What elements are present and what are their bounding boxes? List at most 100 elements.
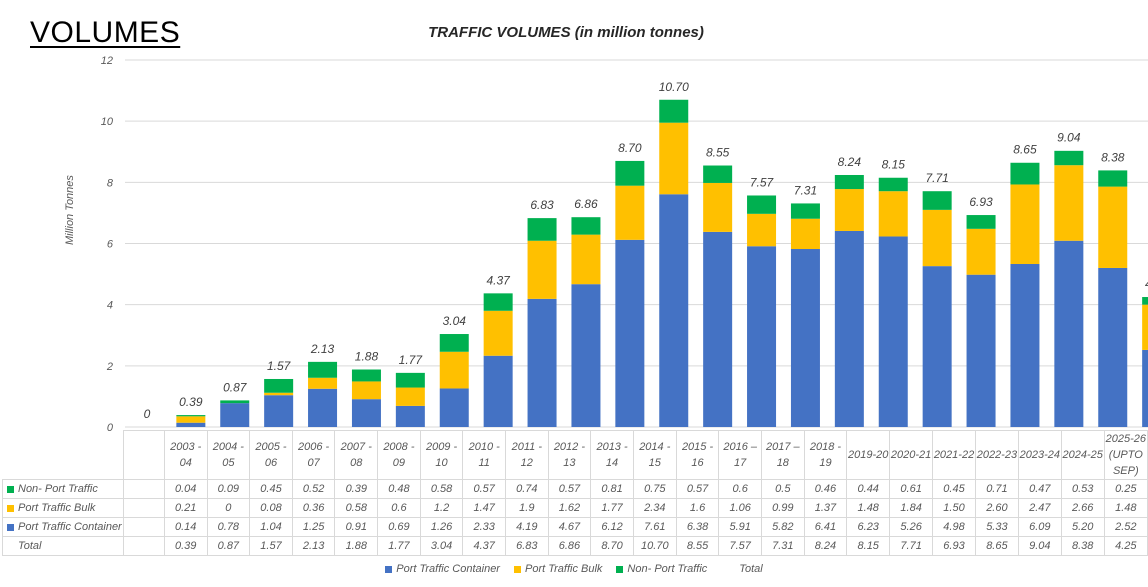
x-category-label: 2006 - 07: [291, 430, 336, 480]
table-cell: 2.52: [1103, 517, 1148, 537]
x-category-label: 2008 - 09: [377, 430, 421, 480]
legend-label: Total: [739, 563, 763, 575]
table-cell: 2.60: [974, 498, 1019, 518]
table-cell: 0.21: [163, 498, 208, 518]
bar-non-port-traffic-5: [351, 369, 381, 382]
y-tick-label: 12: [101, 55, 113, 67]
x-category-label: 2022-23: [974, 430, 1019, 480]
bar-port-traffic-bulk-10: [571, 234, 601, 285]
table-cell: 0.08: [249, 498, 293, 518]
bar-port-traffic-bulk-17: [878, 191, 908, 237]
y-tick-label: 0: [107, 422, 114, 434]
table-cell: 1.04: [249, 517, 293, 537]
table-cell: 7.71: [889, 536, 934, 556]
table-cell: 1.6: [675, 498, 720, 518]
x-category-label: 2018 - 19: [803, 430, 848, 480]
table-cell: 0.04: [163, 479, 208, 499]
bar-port-traffic-container-10: [571, 284, 601, 427]
legend-swatch: [7, 504, 14, 512]
bar-port-traffic-container-20: [1010, 263, 1040, 427]
table-cell: 2.33: [462, 517, 507, 537]
bar-port-traffic-bulk-6: [395, 387, 425, 406]
table-cell: 0.75: [632, 479, 677, 499]
x-category-label: 2019-20: [846, 430, 891, 480]
table-cell: 1.50: [932, 498, 976, 518]
bar-non-port-traffic-3: [264, 378, 294, 393]
bar-non-port-traffic-17: [878, 177, 908, 192]
table-cell: 0.57: [547, 479, 592, 499]
bar-non-port-traffic-20: [1010, 162, 1040, 185]
table-cell: 1.9: [505, 498, 549, 518]
y-tick-label: 8: [107, 177, 114, 189]
table-cell: 1.06: [718, 498, 762, 518]
y-tick-label: 4: [107, 300, 113, 312]
bar-non-port-traffic-4: [308, 361, 338, 378]
bar-port-traffic-container-5: [351, 399, 381, 427]
table-cell: 0.52: [291, 479, 336, 499]
bar-port-traffic-container-15: [790, 249, 820, 427]
bar-non-port-traffic-1: [176, 415, 206, 417]
x-category-label: 2024-25: [1060, 430, 1105, 480]
table-cell: 0.14: [163, 517, 208, 537]
bar-port-traffic-container-6: [395, 405, 425, 427]
bar-port-traffic-bulk-12: [659, 122, 689, 195]
total-data-label: 8.70: [618, 141, 642, 155]
table-row: Total 0.39 0.87 1.57 2.13 1.88 1.77 3.04 4.37 6.8…: [2, 536, 1148, 556]
table-cell: 0.44: [846, 479, 891, 499]
table-cell: 0.6: [718, 479, 762, 499]
table-cell: 0.74: [505, 479, 549, 499]
total-data-label: 9.04: [1057, 131, 1081, 145]
table-cell: 4.37: [462, 536, 507, 556]
table-cell: 5.33: [974, 517, 1019, 537]
chart-title: TRAFFIC VOLUMES (in million tonnes): [0, 24, 1148, 41]
table-cell: 0.46: [803, 479, 848, 499]
table-cell: 8.55: [675, 536, 720, 556]
bar-port-traffic-container-7: [439, 388, 469, 427]
table-cell: 1.37: [803, 498, 848, 518]
bar-port-traffic-container-11: [615, 239, 645, 427]
table-cell: 2.34: [632, 498, 677, 518]
legend-item: Port Traffic Container: [385, 563, 500, 575]
legend-label: Port Traffic Container: [396, 563, 500, 575]
table-cell: 2.66: [1060, 498, 1105, 518]
table-cell: 1.84: [889, 498, 934, 518]
table-cell: [122, 536, 165, 556]
total-data-label: 1.77: [399, 353, 424, 367]
table-row: Port Traffic Bulk 0.21 0 0.08 0.36 0.58 0.6 1.2…: [2, 498, 1148, 518]
legend-item: Port Traffic Bulk: [513, 563, 602, 575]
row-label: Non- Port Traffic: [2, 479, 124, 499]
table-cell: 1.88: [334, 536, 379, 556]
table-cell: 0.61: [889, 479, 934, 499]
bar-non-port-traffic-7: [439, 334, 469, 352]
x-category-label: 2011 - 12: [505, 430, 549, 480]
bar-port-traffic-container-9: [527, 298, 557, 427]
table-cell: 6.38: [675, 517, 720, 537]
bar-non-port-traffic-13: [703, 165, 733, 183]
table-cell: 0.58: [334, 498, 379, 518]
table-cell: 0.87: [206, 536, 251, 556]
table-cell: 0.5: [761, 479, 805, 499]
table-cell: 0.57: [462, 479, 507, 499]
bar-port-traffic-bulk-18: [922, 209, 952, 267]
table-cell: 1.48: [846, 498, 891, 518]
table-cell: 0.91: [334, 517, 379, 537]
total-data-label: 6.86: [574, 197, 598, 211]
bar-port-traffic-bulk-11: [615, 185, 645, 240]
table-cell: 0.48: [377, 479, 421, 499]
bar-port-traffic-bulk-22: [1098, 186, 1128, 268]
x-category-label: 2023-24: [1017, 430, 1062, 480]
bar-non-port-traffic-11: [615, 160, 645, 186]
bar-port-traffic-bulk-9: [527, 240, 557, 299]
x-category-label: [122, 430, 165, 480]
x-category-label: 2014 - 15: [632, 430, 677, 480]
row-label-text: Non- Port Traffic: [18, 483, 98, 495]
table-cell: 6.83: [505, 536, 549, 556]
table-cell: [122, 479, 165, 499]
bar-port-traffic-container-19: [966, 274, 996, 427]
total-data-label: 1.88: [355, 350, 379, 364]
y-tick-label: 2: [106, 361, 113, 373]
table-cell: 0.58: [419, 479, 464, 499]
table-cell: 5.26: [889, 517, 934, 537]
bar-port-traffic-container-17: [878, 236, 908, 427]
table-cell: 1.62: [547, 498, 592, 518]
